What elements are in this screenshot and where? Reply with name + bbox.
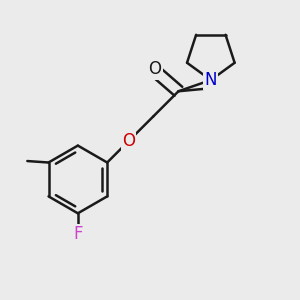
Text: N: N xyxy=(205,71,217,89)
Text: F: F xyxy=(73,225,83,243)
Text: O: O xyxy=(122,132,135,150)
Text: O: O xyxy=(148,60,161,78)
